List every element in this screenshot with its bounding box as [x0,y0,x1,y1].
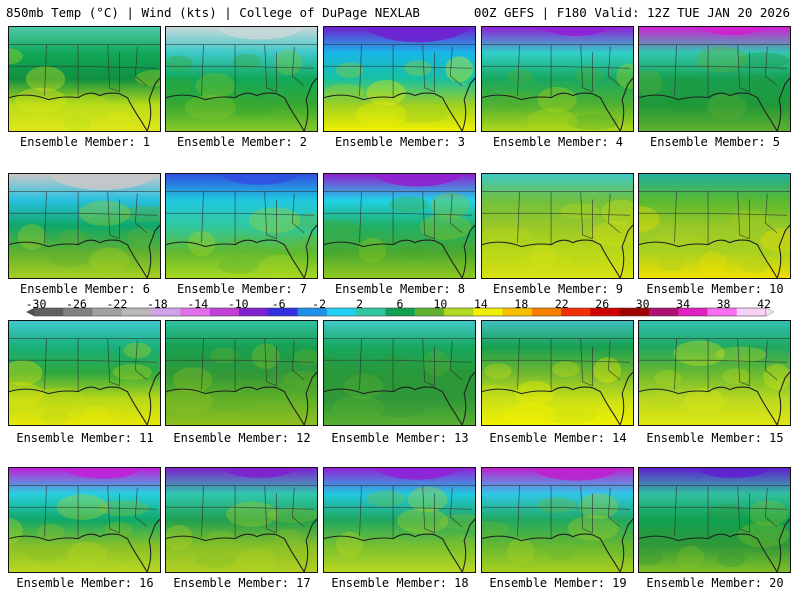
colorbar-swatch [180,308,211,316]
colorbar-swatch [619,308,650,316]
colorbar-swatch [414,308,445,316]
colorbar-swatch [561,308,591,316]
ensemble-member-label: Ensemble Member: 5 [649,135,781,149]
colorbar-swatch [473,308,503,316]
ensemble-member-map [481,173,634,279]
ensemble-member-label: Ensemble Member: 6 [19,282,151,296]
colorbar-tick-label: -14 [187,297,209,311]
colorbar-tick-label: 18 [514,297,529,311]
colorbar-swatch [268,308,299,316]
ensemble-member-label: Ensemble Member: 15 [646,431,784,445]
ensemble-member-map [165,467,318,573]
ensemble-member-map [8,26,161,132]
ensemble-member-label: Ensemble Member: 7 [176,282,308,296]
colorbar-arrow-left [26,308,34,316]
ensemble-member-label: Ensemble Member: 16 [16,576,154,590]
ensemble-member-map [323,320,476,426]
colorbar-swatch [63,308,94,316]
ensemble-member-label: Ensemble Member: 4 [492,135,624,149]
colorbar-tick-label: -6 [271,297,286,311]
colorbar-tick-label: 30 [635,297,650,311]
colorbar-tick-label: -18 [146,297,168,311]
colorbar-swatch [238,308,269,316]
colorbar-swatch [356,308,386,316]
ensemble-member-label: Ensemble Member: 9 [492,282,624,296]
ensemble-member-map [8,173,161,279]
ensemble-member-label: Ensemble Member: 20 [646,576,784,590]
run-valid-time: 00Z GEFS | F180 Valid: 12Z TUE JAN 20 20… [473,5,790,20]
colorbar-tick-label: -2 [312,297,327,311]
ensemble-member-label: Ensemble Member: 8 [334,282,466,296]
ensemble-member-map [638,320,791,426]
ensemble-member-map [481,26,634,132]
colorbar-tick-label: 38 [716,297,731,311]
ensemble-member-label: Ensemble Member: 19 [489,576,627,590]
colorbar-arrow-right [765,307,775,317]
colorbar-swatch [297,308,328,316]
ensemble-member-map [165,26,318,132]
colorbar-swatch [443,308,474,316]
ensemble-member-map [8,320,161,426]
colorbar-tick-label: 26 [595,297,610,311]
colorbar-tick-label: 6 [396,297,404,311]
ensemble-member-label: Ensemble Member: 13 [331,431,469,445]
colorbar-swatch [590,308,621,316]
ensemble-member-map [8,467,161,573]
ensemble-member-label: Ensemble Member: 14 [489,431,627,445]
ensemble-member-map [165,320,318,426]
colorbar-swatch [736,308,767,316]
ensemble-member-map [323,467,476,573]
ensemble-member-map [323,173,476,279]
ensemble-member-label: Ensemble Member: 3 [334,135,466,149]
ensemble-member-map [638,26,791,132]
colorbar-tick-label: -10 [227,297,249,311]
ensemble-member-label: Ensemble Member: 11 [16,431,154,445]
colorbar-swatch [707,308,738,316]
colorbar-tick-label: 42 [757,297,771,311]
ensemble-member-label: Ensemble Member: 18 [331,576,469,590]
colorbar-tick-label: 10 [433,297,448,311]
ensemble-member-label: Ensemble Member: 1 [19,135,151,149]
colorbar-swatch [648,308,679,316]
colorbar-tick-label: 22 [554,297,569,311]
colorbar-tick-label: 34 [676,297,691,311]
ensemble-member-map [165,173,318,279]
map-title: 850mb Temp (°C) | Wind (kts) | College o… [6,5,420,20]
colorbar-swatch [34,308,64,316]
ensemble-member-map [323,26,476,132]
colorbar-tick-label: -30 [25,297,47,311]
ensemble-member-map [638,467,791,573]
ensemble-member-label: Ensemble Member: 17 [173,576,311,590]
colorbar-swatch [92,308,123,316]
colorbar-tick-label: -26 [66,297,87,311]
colorbar-swatch [678,308,708,316]
colorbar-tick-label: 14 [473,297,488,311]
colorbar-tick-label: -22 [106,297,128,311]
ensemble-member-map [638,173,791,279]
ensemble-member-label: Ensemble Member: 12 [173,431,311,445]
colorbar-swatch [151,308,181,316]
temperature-colorbar [26,307,775,317]
ensemble-member-label: Ensemble Member: 10 [646,282,784,296]
colorbar-swatch [326,308,357,316]
colorbar-swatch [502,308,533,316]
colorbar-swatch [121,308,152,316]
ensemble-member-map [481,467,634,573]
ensemble-member-label: Ensemble Member: 2 [176,135,308,149]
colorbar-swatch [531,308,562,316]
colorbar-swatch [385,308,416,316]
colorbar-tick-label: 2 [356,297,364,311]
colorbar-swatch [209,308,240,316]
ensemble-member-map [481,320,634,426]
